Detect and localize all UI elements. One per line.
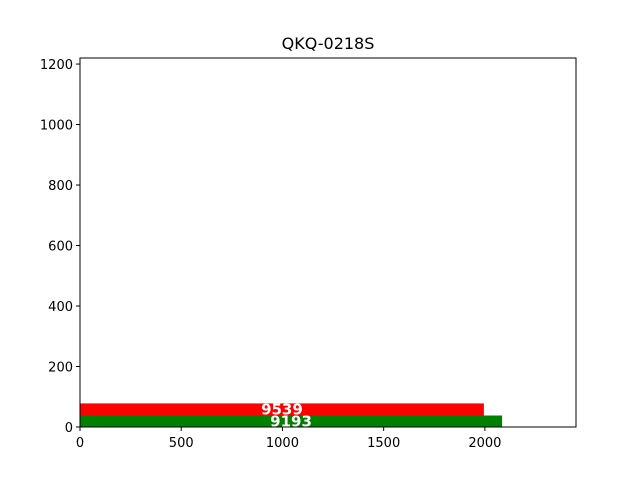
x-tick-label: 0 — [76, 436, 84, 451]
y-tick-label: 1000 — [40, 119, 73, 134]
x-axis-ticks: 0 500 1000 1500 2000 — [76, 427, 501, 451]
y-axis-ticks: 0 200 400 600 800 1000 1200 — [40, 58, 80, 436]
bar-label-9539: 9539 — [261, 400, 303, 418]
y-tick-label: 1200 — [40, 58, 73, 73]
x-tick-label: 1500 — [367, 436, 400, 451]
x-tick-label: 500 — [169, 436, 194, 451]
chart-title: QKQ-0218S — [282, 34, 375, 53]
y-tick-label: 200 — [48, 361, 73, 376]
y-tick-label: 600 — [48, 240, 73, 255]
bar-9193 — [80, 415, 503, 427]
y-tick-label: 400 — [48, 300, 73, 315]
x-tick-label: 2000 — [468, 436, 501, 451]
y-tick-label: 0 — [65, 421, 73, 436]
plot-frame — [79, 57, 577, 428]
bar-9539 — [80, 403, 484, 416]
x-tick-label: 1000 — [266, 436, 299, 451]
bar-label-9193: 9193 — [270, 412, 312, 430]
y-tick-label: 800 — [48, 179, 73, 194]
